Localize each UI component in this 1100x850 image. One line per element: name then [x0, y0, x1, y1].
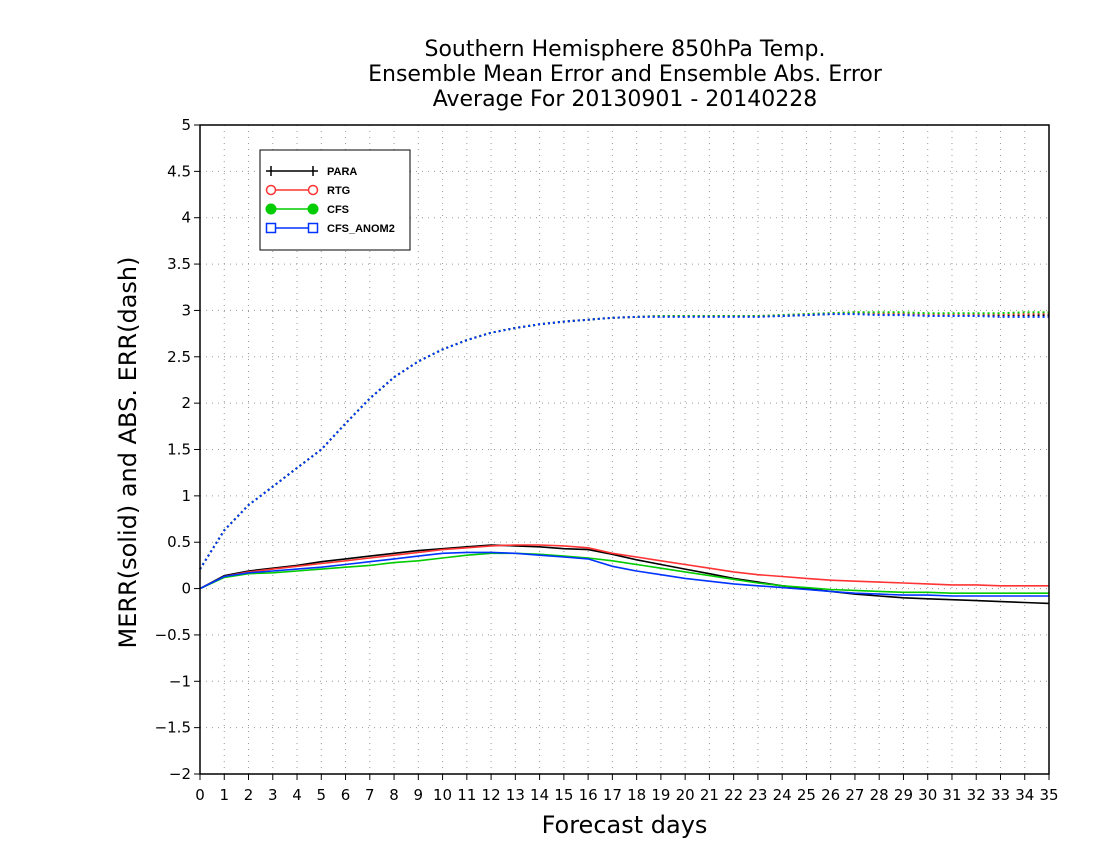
series-line-cfs [199, 552, 1049, 595]
legend-label-rtg: RTG [327, 185, 350, 197]
legend-marker-cfs-anom2 [265, 222, 277, 234]
x-tick-label: 31 [942, 786, 961, 804]
x-tick-label: 17 [603, 786, 622, 804]
x-tick-label: 35 [1039, 786, 1058, 804]
y-tick-label: −2 [169, 765, 191, 783]
y-tick-label: 5 [181, 116, 191, 134]
chart-title-line-2: Ensemble Mean Error and Ensemble Abs. Er… [368, 62, 882, 87]
x-tick-label: 1 [219, 786, 229, 804]
y-tick-label: −1 [169, 672, 191, 690]
x-tick-label: 0 [195, 786, 205, 804]
legend-label-cfs: CFS [327, 204, 349, 216]
y-axis-label: MERR(solid) and ABS. ERR(dash) [114, 257, 142, 649]
x-tick-label: 6 [341, 786, 351, 804]
series-line-cfs-anom2-abs [199, 313, 1049, 570]
x-tick-label: 29 [894, 786, 913, 804]
x-tick-label: 24 [773, 786, 792, 804]
y-tick-label: 4.5 [167, 162, 191, 180]
x-tick-label: 15 [554, 786, 573, 804]
x-axis-label: Forecast days [542, 811, 708, 839]
x-tick-label: 26 [821, 786, 840, 804]
chart-title-line-1: Southern Hemisphere 850hPa Temp. [424, 37, 826, 62]
y-tick-label: 4 [181, 209, 191, 227]
legend-marker-cfs-anom2 [307, 222, 319, 234]
x-tick-label: 14 [530, 786, 549, 804]
y-tick-label: 1 [181, 487, 191, 505]
x-tick-label: 13 [506, 786, 525, 804]
x-tick-label: 16 [579, 786, 598, 804]
legend-marker-cfs [265, 203, 277, 215]
x-tick-label: 30 [918, 786, 937, 804]
x-tick-label: 22 [724, 786, 743, 804]
x-tick-label: 5 [317, 786, 327, 804]
x-tick-label: 20 [676, 786, 695, 804]
x-tick-label: 7 [365, 786, 375, 804]
x-tick-label: 21 [700, 786, 719, 804]
axis-ticks: 0 1 2 3 4 5 6 7 8 9 10 11 12 13 14 15 16 17 18 19 20 21 22 23 24… [155, 116, 1059, 804]
legend-marker-rtg [265, 184, 277, 196]
x-tick-label: 23 [748, 786, 767, 804]
x-tick-label: 10 [433, 786, 452, 804]
y-tick-label: 1.5 [167, 441, 191, 459]
x-tick-label: 11 [457, 786, 476, 804]
series-line-para-abs [199, 312, 1049, 570]
x-tick-label: 25 [797, 786, 816, 804]
y-tick-label: −1.5 [155, 719, 191, 737]
y-tick-label: 2 [181, 394, 191, 412]
legend-marker-cfs [307, 203, 319, 215]
x-tick-label: 3 [268, 786, 278, 804]
y-tick-label: −0.5 [155, 626, 191, 644]
legend: PARA RTG CFS CFS_ANOM2 [259, 149, 411, 251]
legend-box [259, 149, 411, 251]
series-line-para [199, 544, 1050, 605]
plot-series [199, 311, 1050, 605]
x-tick-label: 33 [991, 786, 1010, 804]
legend-marker-rtg [307, 184, 319, 196]
chart-title-line-3: Average For 20130901 - 20140228 [432, 87, 818, 112]
x-tick-label: 9 [414, 786, 424, 804]
series-line-rtg-abs [199, 311, 1050, 570]
legend-label-cfs-anom2: CFS_ANOM2 [327, 223, 395, 235]
x-tick-label: 12 [482, 786, 501, 804]
x-tick-label: 2 [244, 786, 254, 804]
x-tick-label: 18 [627, 786, 646, 804]
y-tick-label: 2.5 [167, 348, 191, 366]
y-tick-label: 0.5 [167, 533, 191, 551]
y-tick-label: 3 [181, 301, 191, 319]
x-tick-label: 28 [870, 786, 889, 804]
series-line-rtg [199, 544, 1049, 590]
x-tick-label: 4 [292, 786, 302, 804]
series-line-cfs-abs [199, 311, 1049, 570]
legend-label-para: PARA [327, 166, 357, 178]
y-tick-label: 3.5 [167, 255, 191, 273]
x-tick-label: 32 [967, 786, 986, 804]
x-tick-label: 8 [389, 786, 399, 804]
x-tick-label: 19 [651, 786, 670, 804]
x-tick-label: 27 [845, 786, 864, 804]
x-tick-label: 34 [1015, 786, 1034, 804]
series-line-cfs-anom2 [199, 551, 1049, 597]
y-tick-label: 0 [181, 580, 191, 598]
